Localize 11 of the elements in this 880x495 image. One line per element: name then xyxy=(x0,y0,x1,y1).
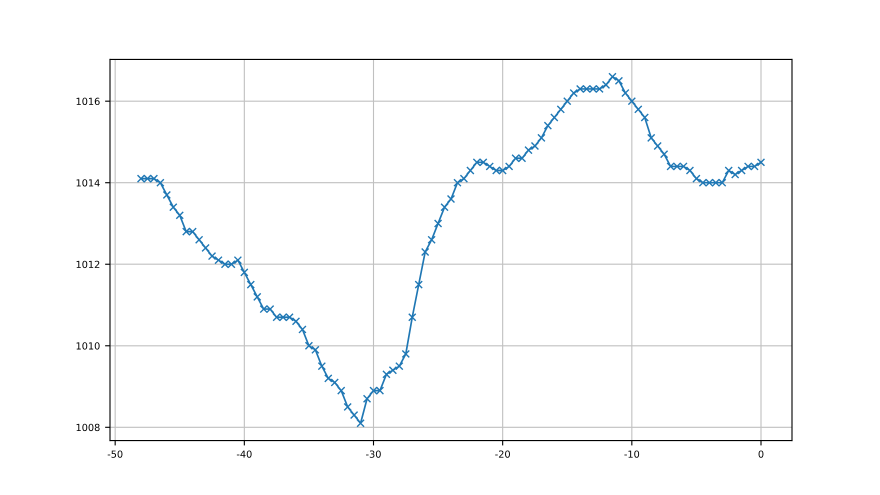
x-tick-label: -30 xyxy=(366,450,381,458)
x-tick-label: -10 xyxy=(624,450,640,458)
y-tick-label: 1016 xyxy=(76,98,100,106)
x-tick-label: -20 xyxy=(495,450,510,458)
y-tick-label: 1010 xyxy=(76,342,100,350)
x-tick-label: 0 xyxy=(758,450,764,458)
y-tick-label: 1012 xyxy=(76,260,100,268)
x-tick-label: -40 xyxy=(236,450,252,458)
x-tick-label: -50 xyxy=(108,450,122,458)
y-tick-label: 1014 xyxy=(76,179,100,187)
y-tick-label: 1008 xyxy=(76,424,100,432)
